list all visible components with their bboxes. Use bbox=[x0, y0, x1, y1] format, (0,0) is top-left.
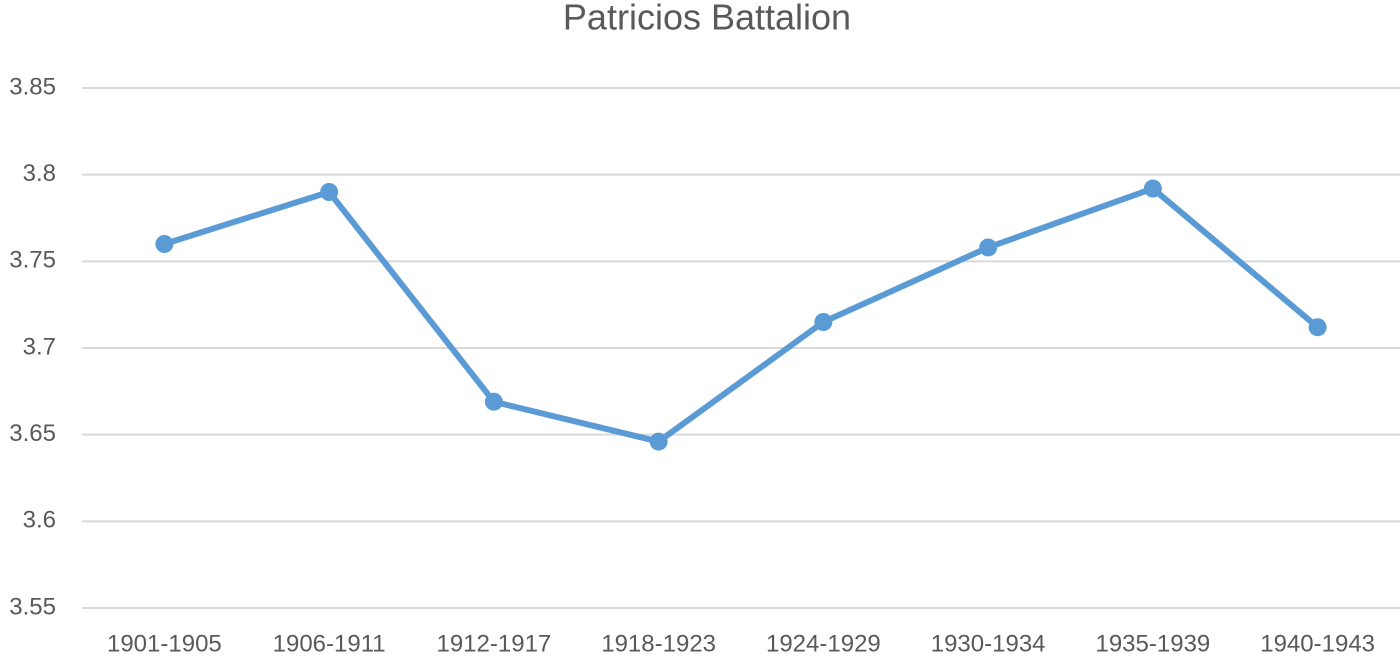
x-tick-label: 1935-1939 bbox=[1095, 630, 1210, 657]
x-tick-label: 1918-1923 bbox=[601, 630, 716, 657]
y-tick-label: 3.7 bbox=[23, 333, 56, 360]
y-tick-label: 3.6 bbox=[23, 507, 56, 534]
data-point bbox=[979, 238, 998, 257]
x-tick-label: 1906-1911 bbox=[273, 630, 386, 657]
y-tick-label: 3.65 bbox=[9, 420, 56, 447]
y-tick-label: 3.8 bbox=[23, 160, 56, 187]
y-tick-label: 3.85 bbox=[9, 73, 56, 100]
y-tick-label: 3.55 bbox=[9, 593, 56, 620]
data-point bbox=[484, 392, 503, 411]
data-point bbox=[649, 432, 668, 451]
data-point bbox=[814, 313, 833, 331]
x-tick-label: 1912-1917 bbox=[436, 630, 551, 657]
x-tick-label: 1924-1929 bbox=[766, 630, 881, 657]
x-tick-label: 1930-1934 bbox=[931, 630, 1046, 657]
x-tick-label: 1901-1905 bbox=[107, 630, 222, 657]
data-point bbox=[1143, 179, 1162, 198]
chart-title: Patricios Battalion bbox=[563, 0, 851, 38]
data-point bbox=[1308, 318, 1327, 337]
y-tick-label: 3.75 bbox=[9, 247, 56, 274]
data-line bbox=[163, 185, 1320, 445]
x-tick-label: 1940-1943 bbox=[1260, 630, 1375, 657]
data-point bbox=[320, 183, 339, 201]
data-point bbox=[155, 235, 174, 253]
